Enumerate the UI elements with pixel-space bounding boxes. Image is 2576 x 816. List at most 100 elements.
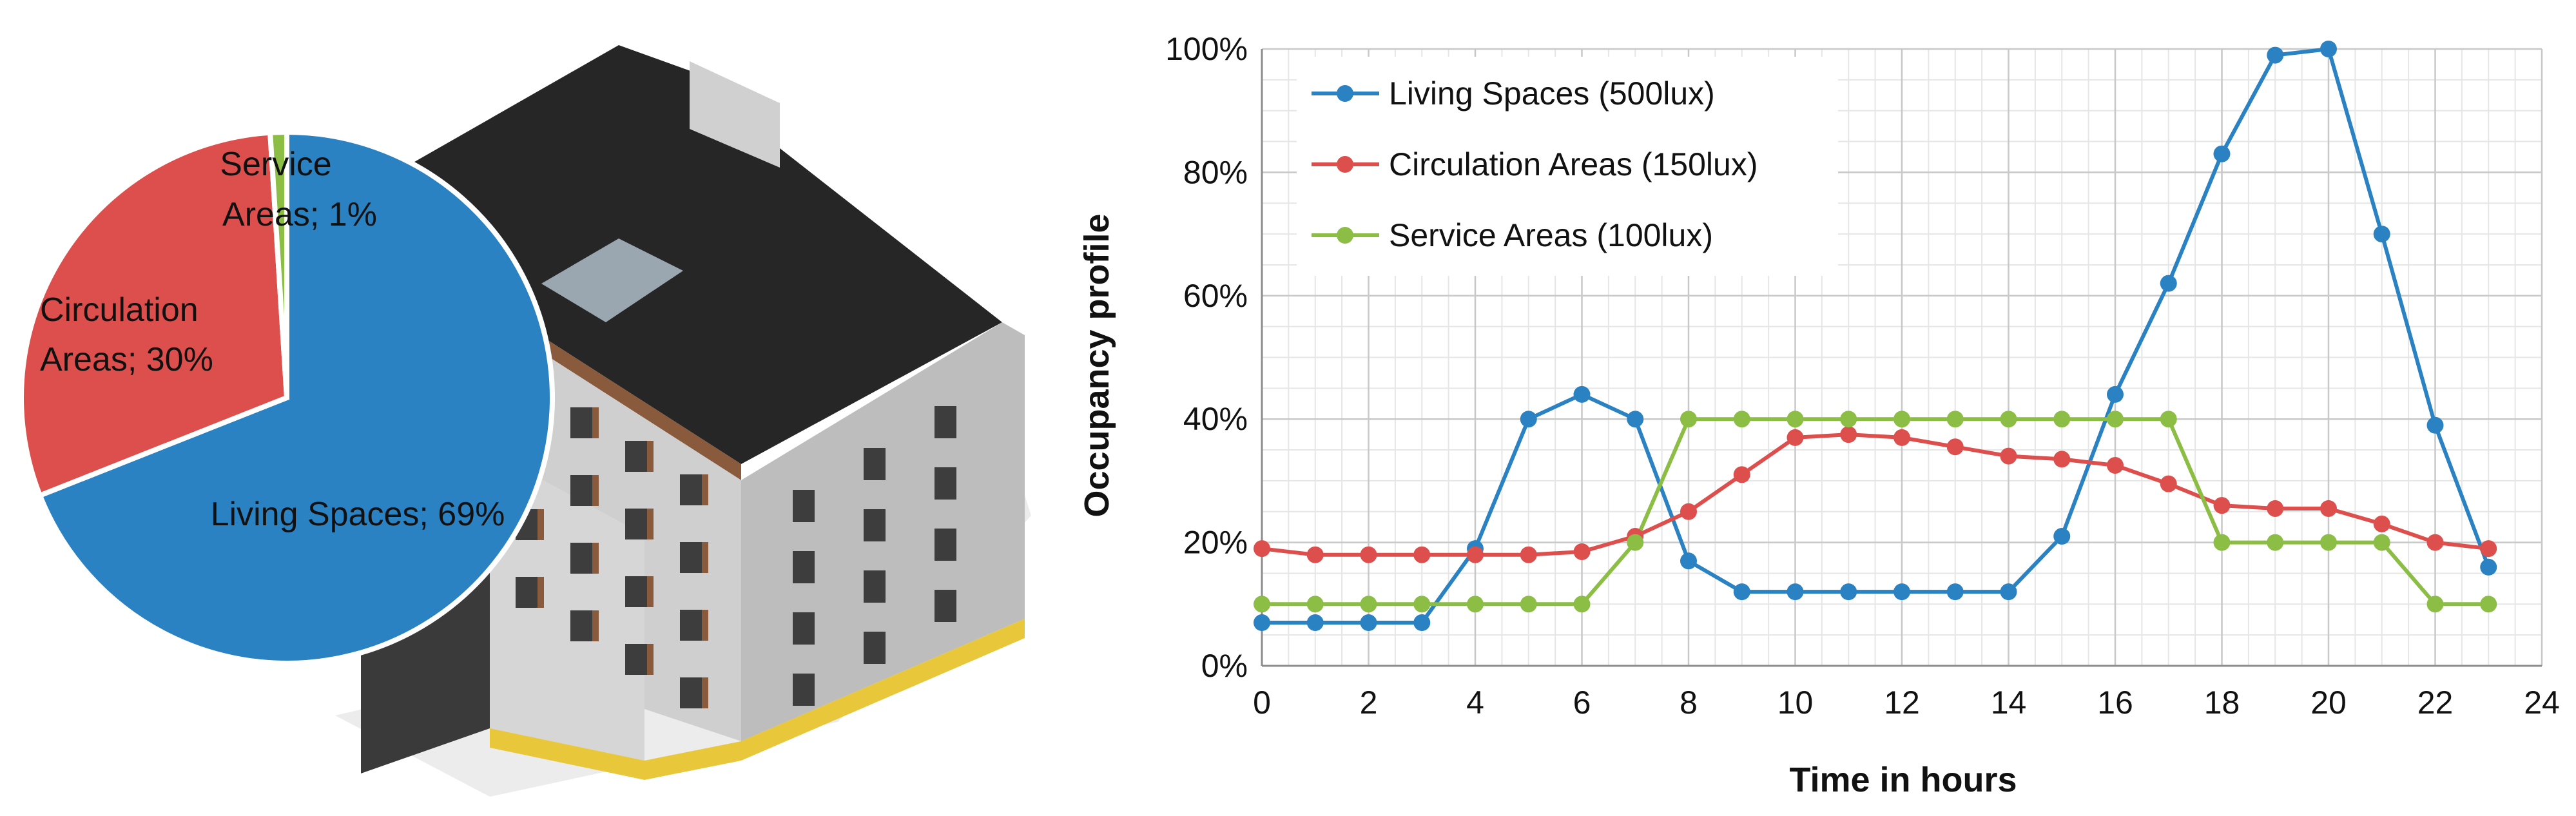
window-front [625,441,647,472]
data-point-1 [1306,546,1324,563]
shutter [647,644,654,675]
pie-label-circulation-2: Areas; 30% [40,341,213,378]
data-point-2 [1413,596,1431,613]
legend: Living Spaces (500lux) Circulation Areas … [1297,57,1838,276]
y-tick-label: 40% [1183,401,1248,437]
building-skylight [541,238,683,322]
window-side [935,406,956,438]
data-point-2 [2160,411,2177,428]
data-point-2 [2320,534,2337,551]
window-front [570,475,592,506]
data-point-0 [1573,385,1591,403]
x-tick-label: 16 [2097,685,2133,721]
shutter [592,407,599,438]
data-point-2 [2267,534,2284,551]
y-tick-labels: 0% 20% 40% 60% 80% 100% [1165,31,1248,684]
y-tick-label: 60% [1183,278,1248,314]
x-tick-label: 22 [2417,685,2454,721]
data-point-0 [1787,583,1804,601]
axes [1261,49,2542,667]
shutter [647,441,654,472]
window-side [935,467,956,500]
x-tick-label: 14 [1991,685,2027,721]
data-point-1 [2160,475,2177,492]
data-point-2 [1893,411,1910,428]
building-tower [690,61,780,168]
window-side [864,570,886,603]
window-front [570,543,592,574]
data-point-1 [1254,540,1270,558]
window-side [864,448,886,480]
shutter [647,509,654,539]
window-front [625,576,647,607]
x-tick-label: 20 [2310,685,2347,721]
data-point-1 [2053,451,2071,468]
data-point-1 [2267,500,2284,517]
data-point-0 [2053,528,2071,545]
data-point-0 [2000,583,2017,601]
data-point-0 [1413,614,1431,632]
data-point-1 [2213,497,2231,514]
window-side [935,590,956,622]
shutter [537,509,544,540]
x-tick-labels: 0 2 4 6 8 10 12 14 16 18 20 22 24 [1253,685,2560,721]
legend-swatch-marker [1337,227,1353,244]
data-point-1 [1893,429,1910,446]
x-tick-label: 4 [1466,685,1484,721]
data-point-2 [2053,411,2071,428]
data-point-1 [2480,540,2497,558]
data-point-2 [1627,534,1644,551]
window-side [793,674,815,706]
data-point-0 [2426,416,2444,434]
data-point-0 [2373,226,2390,243]
data-point-2 [2107,411,2124,428]
building-base-yellow [490,619,1025,780]
pie-label-service-2: Areas; 1% [222,196,377,233]
data-point-2 [1680,411,1697,428]
legend-entry: Circulation Areas (150lux) [1389,146,1758,182]
data-point-1 [1733,466,1750,483]
window-side [793,612,815,645]
data-point-2 [2426,596,2444,613]
window-front [680,610,702,641]
legend-entry: Living Spaces (500lux) [1389,75,1715,112]
data-point-0 [2267,46,2284,64]
data-point-0 [2480,558,2497,576]
data-point-2 [1306,596,1324,613]
window-side [793,490,815,522]
pie-slice-circulation-areas [19,130,290,499]
legend-entry: Service Areas (100lux) [1389,217,1713,253]
data-point-0 [2320,41,2337,57]
data-point-2 [1946,411,1964,428]
x-tick-label: 2 [1360,685,1378,721]
x-tick-label: 24 [2524,685,2560,721]
shutter [702,610,708,641]
window-side [864,509,886,541]
window-front [625,509,647,539]
window-front [570,610,592,641]
window-front [516,577,537,608]
pie-label-service: Service [220,146,331,183]
data-point-0 [1733,583,1750,601]
x-tick-label: 6 [1573,685,1591,721]
data-point-1 [1840,426,1857,443]
pie-slice-service-areas [267,129,289,398]
data-point-2 [1520,596,1537,613]
x-tick-label: 8 [1680,685,1698,721]
data-point-0 [1680,552,1697,570]
series-lines [1261,47,2491,625]
data-point-0 [1946,583,1964,601]
legend-swatch-marker [1337,85,1353,102]
pie-chart [19,129,555,666]
legend-box [1297,57,1838,276]
x-tick-label: 12 [1884,685,1920,721]
window-front [570,407,592,438]
data-point-1 [1787,429,1804,446]
x-tick-label: 0 [1253,685,1271,721]
shutter [592,610,599,641]
data-point-2 [1733,411,1750,428]
data-point-0 [2213,145,2231,162]
data-point-0 [1520,411,1537,428]
data-point-1 [1360,546,1377,563]
